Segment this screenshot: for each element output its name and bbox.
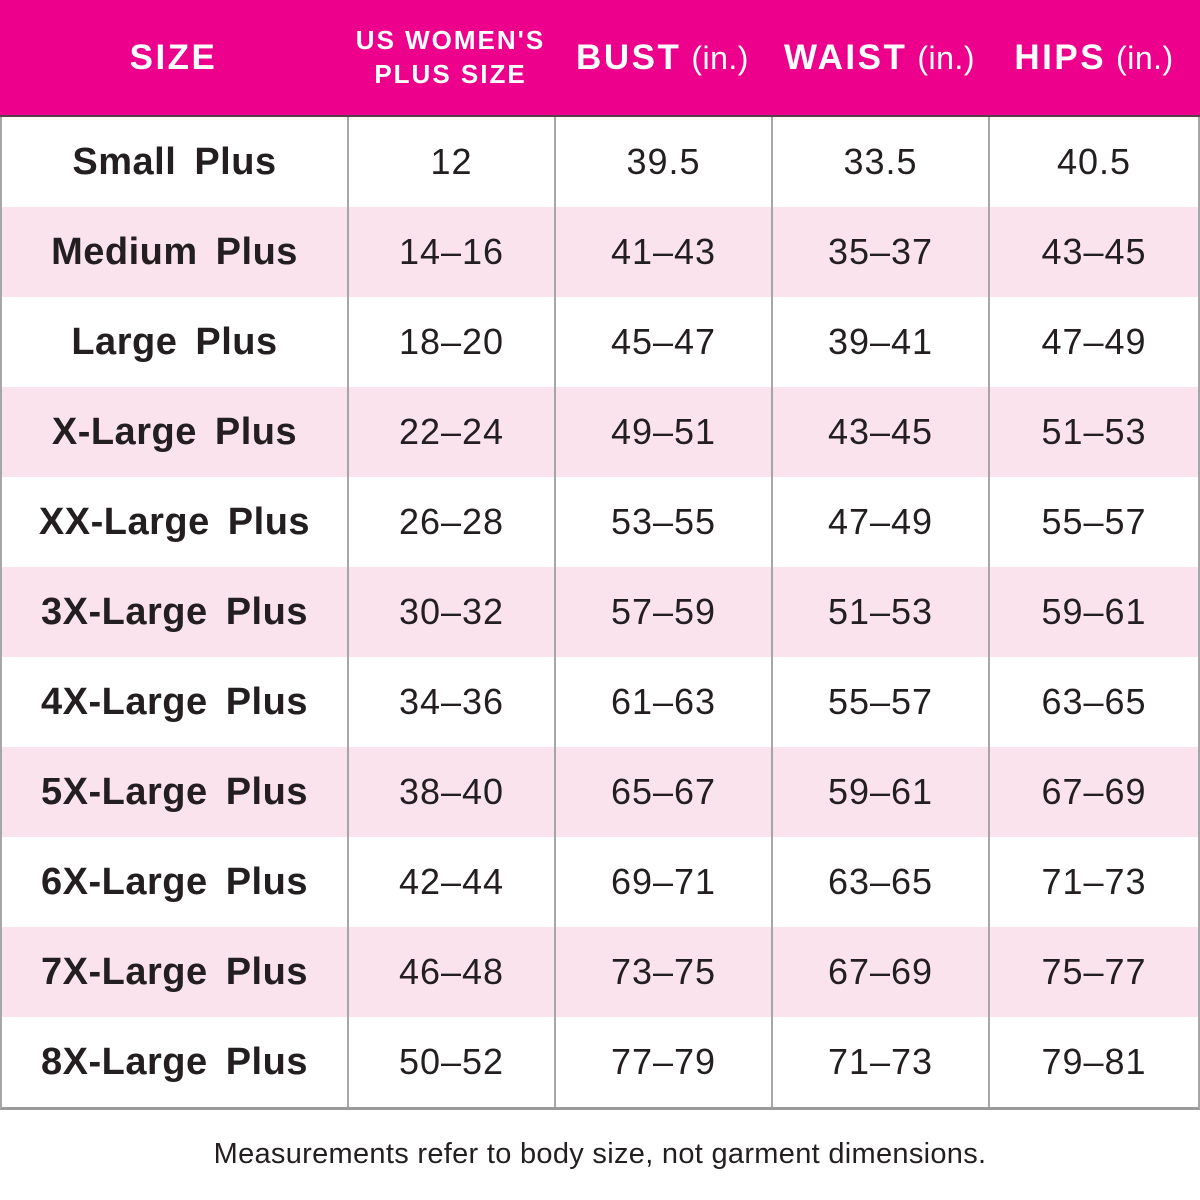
header-hips: HIPS (in.) xyxy=(988,0,1200,115)
header-size: SIZE xyxy=(0,0,347,115)
header-size-label: SIZE xyxy=(129,37,218,77)
table-row: X-Large Plus 22–24 49–51 43–45 51–53 xyxy=(2,387,1198,477)
footer-note: Measurements refer to body size, not gar… xyxy=(213,1137,987,1170)
waist-cell: 47–49 xyxy=(771,477,988,567)
header-us-womens-line1: US WOMEN'S xyxy=(355,24,546,55)
bust-cell: 61–63 xyxy=(554,657,771,747)
bust-cell: 53–55 xyxy=(554,477,771,567)
size-label-cell: 7X-Large Plus xyxy=(41,950,308,993)
size-label-cell: 8X-Large Plus xyxy=(41,1040,308,1083)
bust-cell: 73–75 xyxy=(554,927,771,1017)
header-waist-label: WAIST xyxy=(784,37,908,77)
table-row: 7X-Large Plus 46–48 73–75 67–69 75–77 xyxy=(2,927,1198,1017)
plus-size-cell: 34–36 xyxy=(347,657,554,747)
header-bust-unit: (in.) xyxy=(691,39,749,76)
waist-cell: 33.5 xyxy=(771,117,988,207)
hips-cell: 47–49 xyxy=(988,297,1198,387)
plus-size-cell: 18–20 xyxy=(347,297,554,387)
size-label-cell: XX-Large Plus xyxy=(38,500,311,543)
header-waist-unit: (in.) xyxy=(917,39,975,76)
hips-cell: 40.5 xyxy=(988,117,1198,207)
bust-cell: 65–67 xyxy=(554,747,771,837)
waist-cell: 71–73 xyxy=(771,1017,988,1107)
footer: Measurements refer to body size, not gar… xyxy=(0,1110,1200,1198)
plus-size-cell: 42–44 xyxy=(347,837,554,927)
table-row: 3X-Large Plus 30–32 57–59 51–53 59–61 xyxy=(2,567,1198,657)
bust-cell: 69–71 xyxy=(554,837,771,927)
table-row: 4X-Large Plus 34–36 61–63 55–57 63–65 xyxy=(2,657,1198,747)
header-bust: BUST (in.) xyxy=(554,0,771,115)
table-row: Medium Plus 14–16 41–43 35–37 43–45 xyxy=(2,207,1198,297)
waist-cell: 59–61 xyxy=(771,747,988,837)
hips-cell: 55–57 xyxy=(988,477,1198,567)
plus-size-cell: 12 xyxy=(347,117,554,207)
waist-cell: 67–69 xyxy=(771,927,988,1017)
size-label-cell: Small Plus xyxy=(72,140,277,183)
bust-cell: 41–43 xyxy=(554,207,771,297)
bust-cell: 45–47 xyxy=(554,297,771,387)
waist-cell: 43–45 xyxy=(771,387,988,477)
waist-cell: 39–41 xyxy=(771,297,988,387)
size-label-cell: 6X-Large Plus xyxy=(41,860,308,903)
bust-cell: 77–79 xyxy=(554,1017,771,1107)
waist-cell: 55–57 xyxy=(771,657,988,747)
size-label-cell: X-Large Plus xyxy=(51,410,298,453)
waist-cell: 63–65 xyxy=(771,837,988,927)
table-row: Small Plus 12 39.5 33.5 40.5 xyxy=(2,117,1198,207)
table-row: 5X-Large Plus 38–40 65–67 59–61 67–69 xyxy=(2,747,1198,837)
size-label-cell: Large Plus xyxy=(71,320,278,363)
header-bust-label: BUST xyxy=(576,37,682,77)
plus-size-cell: 22–24 xyxy=(347,387,554,477)
plus-size-cell: 14–16 xyxy=(347,207,554,297)
size-label-cell: 5X-Large Plus xyxy=(41,770,308,813)
table-header: SIZE US WOMEN'S PLUS SIZE BUST (in.) WAI… xyxy=(0,0,1200,117)
plus-size-cell: 26–28 xyxy=(347,477,554,567)
waist-cell: 35–37 xyxy=(771,207,988,297)
table-row: 6X-Large Plus 42–44 69–71 63–65 71–73 xyxy=(2,837,1198,927)
plus-size-cell: 50–52 xyxy=(347,1017,554,1107)
header-us-womens-line2: PLUS SIZE xyxy=(374,58,527,89)
table-row: Large Plus 18–20 45–47 39–41 47–49 xyxy=(2,297,1198,387)
hips-cell: 71–73 xyxy=(988,837,1198,927)
hips-cell: 79–81 xyxy=(988,1017,1198,1107)
header-hips-unit: (in.) xyxy=(1116,39,1174,76)
plus-size-cell: 30–32 xyxy=(347,567,554,657)
size-label-cell: Medium Plus xyxy=(51,230,298,273)
hips-cell: 63–65 xyxy=(988,657,1198,747)
header-us-womens-plus-size: US WOMEN'S PLUS SIZE xyxy=(347,0,554,115)
hips-cell: 67–69 xyxy=(988,747,1198,837)
table-row: XX-Large Plus 26–28 53–55 47–49 55–57 xyxy=(2,477,1198,567)
hips-cell: 59–61 xyxy=(988,567,1198,657)
table-body: Small Plus 12 39.5 33.5 40.5 Medium Plus… xyxy=(0,117,1200,1110)
header-hips-label: HIPS xyxy=(1014,37,1107,77)
bust-cell: 49–51 xyxy=(554,387,771,477)
hips-cell: 43–45 xyxy=(988,207,1198,297)
plus-size-cell: 46–48 xyxy=(347,927,554,1017)
header-waist: WAIST (in.) xyxy=(771,0,988,115)
plus-size-cell: 38–40 xyxy=(347,747,554,837)
bust-cell: 57–59 xyxy=(554,567,771,657)
size-label-cell: 4X-Large Plus xyxy=(41,680,308,723)
size-label-cell: 3X-Large Plus xyxy=(41,590,308,633)
hips-cell: 75–77 xyxy=(988,927,1198,1017)
hips-cell: 51–53 xyxy=(988,387,1198,477)
bust-cell: 39.5 xyxy=(554,117,771,207)
waist-cell: 51–53 xyxy=(771,567,988,657)
table-row: 8X-Large Plus 50–52 77–79 71–73 79–81 xyxy=(2,1017,1198,1107)
